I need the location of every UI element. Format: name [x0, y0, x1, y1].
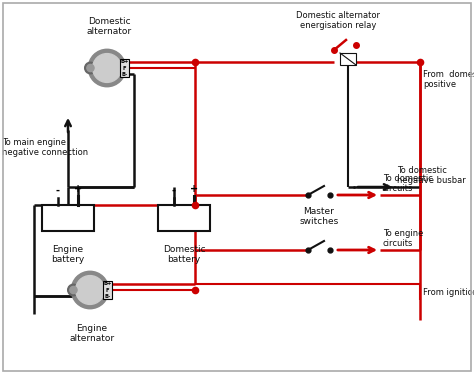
- Text: Engine
battery: Engine battery: [51, 245, 85, 264]
- Text: Domestic
battery: Domestic battery: [163, 245, 205, 264]
- Circle shape: [85, 62, 96, 74]
- Text: B+: B+: [120, 59, 128, 64]
- Circle shape: [92, 53, 121, 82]
- Text: To domestic
negative busbar: To domestic negative busbar: [397, 166, 466, 185]
- Text: B-: B-: [104, 294, 110, 299]
- Bar: [42, 205, 94, 231]
- Bar: [120, 59, 128, 77]
- Bar: [340, 53, 356, 65]
- Bar: [158, 205, 210, 231]
- Text: F: F: [106, 288, 109, 292]
- Circle shape: [75, 276, 104, 304]
- Text: To domestic
circuits: To domestic circuits: [383, 174, 433, 193]
- Text: +: +: [191, 184, 199, 194]
- Text: +: +: [74, 184, 82, 194]
- Circle shape: [88, 49, 126, 87]
- Text: Master
switches: Master switches: [300, 207, 338, 226]
- Text: B+: B+: [103, 281, 111, 286]
- Text: From ignition switch: From ignition switch: [423, 288, 474, 297]
- Text: F: F: [122, 65, 126, 71]
- Text: -: -: [55, 186, 60, 196]
- Circle shape: [87, 64, 94, 71]
- Text: -: -: [172, 186, 175, 196]
- Text: From  domestic
positive: From domestic positive: [423, 70, 474, 89]
- Text: Domestic
alternator: Domestic alternator: [86, 16, 132, 36]
- Circle shape: [70, 286, 77, 294]
- Circle shape: [71, 271, 109, 309]
- Text: Engine
alternator: Engine alternator: [69, 324, 115, 343]
- Circle shape: [68, 284, 79, 296]
- Bar: [103, 280, 111, 299]
- Text: To main engine
negative connection: To main engine negative connection: [2, 138, 88, 157]
- Text: To engine
circuits: To engine circuits: [383, 229, 423, 248]
- Text: Domestic alternator
energisation relay: Domestic alternator energisation relay: [296, 10, 380, 30]
- Text: B-: B-: [121, 72, 128, 77]
